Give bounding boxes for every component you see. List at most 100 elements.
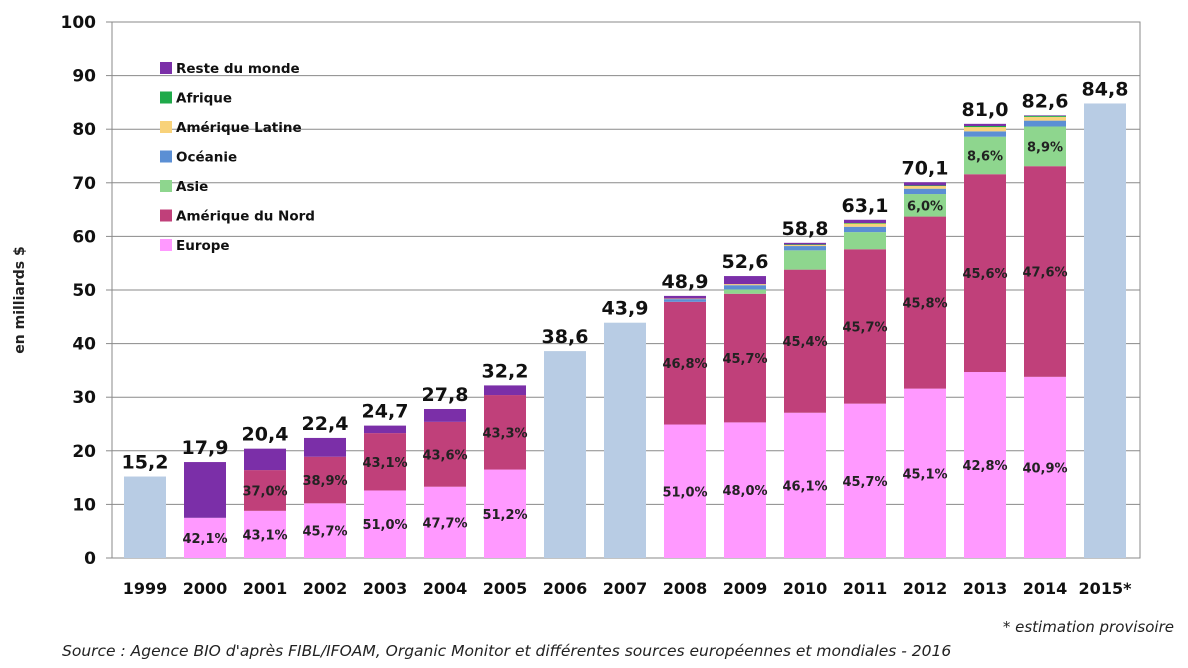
- segment-label: 37,0%: [242, 484, 287, 499]
- bar-segment: [1024, 116, 1066, 121]
- bar-segment: [964, 123, 1006, 126]
- legend-label: Europe: [176, 238, 230, 254]
- segment-label: 45,7%: [722, 352, 767, 367]
- bar-segment: [784, 412, 826, 558]
- bar-segment: [844, 403, 886, 558]
- total-label: 52,6: [722, 251, 769, 273]
- bar-segment: [1024, 115, 1066, 116]
- segment-label: 46,8%: [662, 357, 707, 372]
- y-tick-label: 0: [84, 549, 96, 569]
- total-label: 32,2: [482, 360, 529, 382]
- bar-segment: [844, 219, 886, 223]
- bar-segment: [784, 250, 826, 270]
- bar-segment: [484, 385, 526, 396]
- x-tick-label: 2005: [483, 579, 528, 598]
- total-label: 17,9: [182, 437, 229, 459]
- legend-label: Afrique: [176, 91, 232, 107]
- bar-segment: [664, 298, 706, 300]
- bar-segment: [664, 295, 706, 299]
- bar-segment: [1024, 115, 1066, 117]
- total-label: 84,8: [1082, 78, 1129, 100]
- x-tick-label: 2009: [723, 579, 768, 598]
- legend-label: Océanie: [176, 150, 237, 166]
- bar-segment: [724, 284, 766, 286]
- segment-label: 42,8%: [962, 459, 1007, 474]
- bar-segment: [964, 136, 1006, 175]
- estimate-note: * estimation provisoire: [1002, 618, 1174, 636]
- bar-segment: [964, 131, 1006, 137]
- x-tick-label: 2003: [363, 579, 408, 598]
- bar-segment: [724, 276, 766, 285]
- bar-segment: [724, 285, 766, 290]
- bar-segment: [364, 490, 406, 558]
- segment-label: 43,6%: [422, 448, 467, 463]
- segment-label: 45,7%: [842, 320, 887, 335]
- bar-segment: [244, 448, 286, 471]
- bar-segment: [1024, 120, 1066, 127]
- segment-label: 45,8%: [902, 297, 947, 312]
- total-label: 70,1: [902, 157, 949, 179]
- y-tick-label: 20: [72, 442, 96, 462]
- x-tick-label: 1999: [123, 579, 168, 598]
- total-label: 82,6: [1022, 90, 1069, 112]
- segment-label: 38,9%: [302, 474, 347, 489]
- segment-label: 6,0%: [907, 199, 943, 214]
- total-label: 48,9: [662, 271, 709, 293]
- y-tick-label: 90: [72, 67, 96, 87]
- source-note: Source : Agence BIO d'après FIBL/IFOAM, …: [62, 642, 952, 660]
- bar-segment: [244, 470, 286, 511]
- bar-segment: [664, 299, 706, 302]
- y-tick-label: 100: [61, 13, 97, 33]
- total-label: 63,1: [842, 195, 889, 217]
- bar-segment: [424, 421, 466, 487]
- segment-label: 45,7%: [302, 525, 347, 540]
- segment-label: 40,9%: [1022, 461, 1067, 476]
- x-tick-label: 2001: [243, 579, 288, 598]
- segment-label: 43,3%: [482, 426, 527, 441]
- bar-segment: [784, 242, 826, 245]
- x-tick-label: 2013: [963, 579, 1008, 598]
- segment-label: 47,6%: [1022, 266, 1067, 281]
- segment-label: 48,0%: [722, 484, 767, 499]
- y-tick-label: 70: [72, 174, 96, 194]
- x-tick-label: 2015*: [1079, 579, 1133, 598]
- legend-label: Asie: [176, 179, 208, 195]
- bar-segment: [424, 486, 466, 558]
- bar-segment: [844, 232, 886, 250]
- bar-segment: [244, 510, 286, 558]
- x-tick-label: 2010: [783, 579, 828, 598]
- bar-segment: [664, 301, 706, 425]
- bar-segment: [964, 372, 1006, 558]
- segment-label: 51,2%: [482, 508, 527, 523]
- legend-swatch: [160, 121, 172, 133]
- x-tick-label: 2002: [303, 579, 348, 598]
- bar-segment: [724, 422, 766, 558]
- total-label: 38,6: [542, 326, 589, 348]
- total-label: 20,4: [242, 424, 289, 446]
- segment-label: 43,1%: [362, 456, 407, 471]
- total-label: 24,7: [362, 401, 409, 423]
- bar-segment: [664, 424, 706, 558]
- bar-segment: [784, 269, 826, 413]
- bar-segment: [964, 125, 1006, 128]
- segment-label: 47,7%: [422, 516, 467, 531]
- bar-total-2006: [544, 351, 586, 558]
- bar-segment: [784, 246, 826, 251]
- x-tick-label: 2007: [603, 579, 648, 598]
- legend-swatch: [160, 91, 172, 104]
- total-label: 15,2: [122, 452, 169, 474]
- legend-swatch: [160, 209, 172, 222]
- bar-segment: [484, 469, 526, 558]
- x-tick-label: 2000: [183, 579, 228, 598]
- total-label: 58,8: [782, 218, 829, 240]
- segment-label: 45,1%: [902, 467, 947, 482]
- bar-segment: [904, 186, 946, 189]
- segment-label: 43,1%: [242, 528, 287, 543]
- bar-segment: [364, 425, 406, 434]
- legend-swatch: [160, 62, 172, 74]
- y-tick-label: 40: [72, 335, 96, 355]
- legend-swatch: [160, 150, 172, 163]
- bar-segment: [364, 433, 406, 491]
- bar-segment: [484, 395, 526, 470]
- total-label: 27,8: [422, 384, 469, 406]
